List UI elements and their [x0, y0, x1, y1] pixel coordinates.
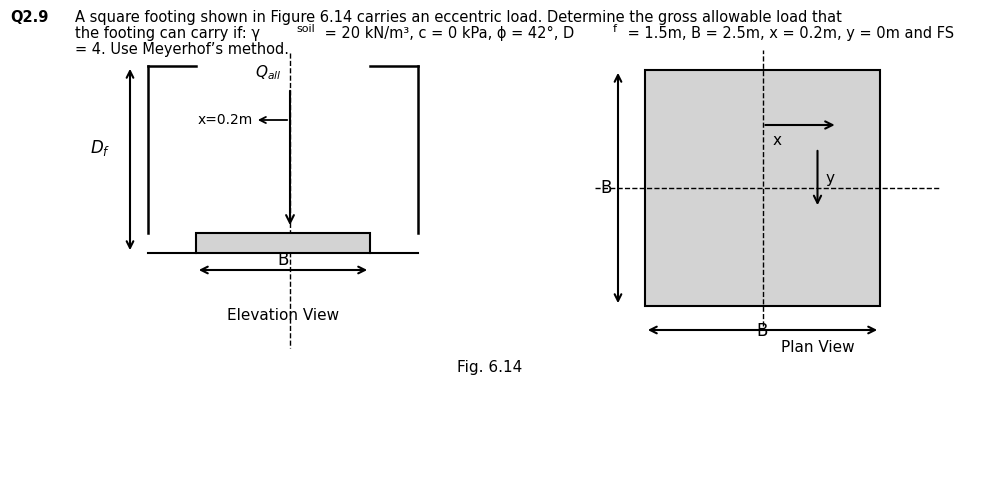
Text: Elevation View: Elevation View	[227, 308, 339, 323]
Text: x: x	[773, 133, 781, 148]
Text: = 4. Use Meyerhof’s method.: = 4. Use Meyerhof’s method.	[75, 42, 289, 57]
Text: B: B	[277, 251, 289, 269]
Text: Q2.9: Q2.9	[10, 10, 49, 25]
Text: soil: soil	[296, 24, 315, 34]
Text: A square footing shown in Figure 6.14 carries an eccentric load. Determine the g: A square footing shown in Figure 6.14 ca…	[75, 10, 842, 25]
Text: Plan View: Plan View	[780, 340, 854, 355]
Bar	[196, 233, 370, 253]
Text: y: y	[825, 171, 834, 185]
Text: f: f	[613, 24, 617, 34]
Text: B: B	[601, 179, 612, 197]
Text: Fig. 6.14: Fig. 6.14	[458, 360, 522, 375]
Text: $Q_{all}$: $Q_{all}$	[255, 63, 281, 82]
Text: = 1.5m, B = 2.5m, x = 0.2m, y = 0m and FS: = 1.5m, B = 2.5m, x = 0.2m, y = 0m and F…	[623, 26, 954, 41]
Text: $D_f$: $D_f$	[89, 138, 110, 158]
Text: x=0.2m: x=0.2m	[198, 113, 253, 127]
Text: the footing can carry if: γ: the footing can carry if: γ	[75, 26, 260, 41]
Bar	[645, 70, 880, 306]
Text: B: B	[757, 322, 769, 340]
Text: = 20 kN/m³, c = 0 kPa, ϕ = 42°, D: = 20 kN/m³, c = 0 kPa, ϕ = 42°, D	[320, 26, 574, 41]
